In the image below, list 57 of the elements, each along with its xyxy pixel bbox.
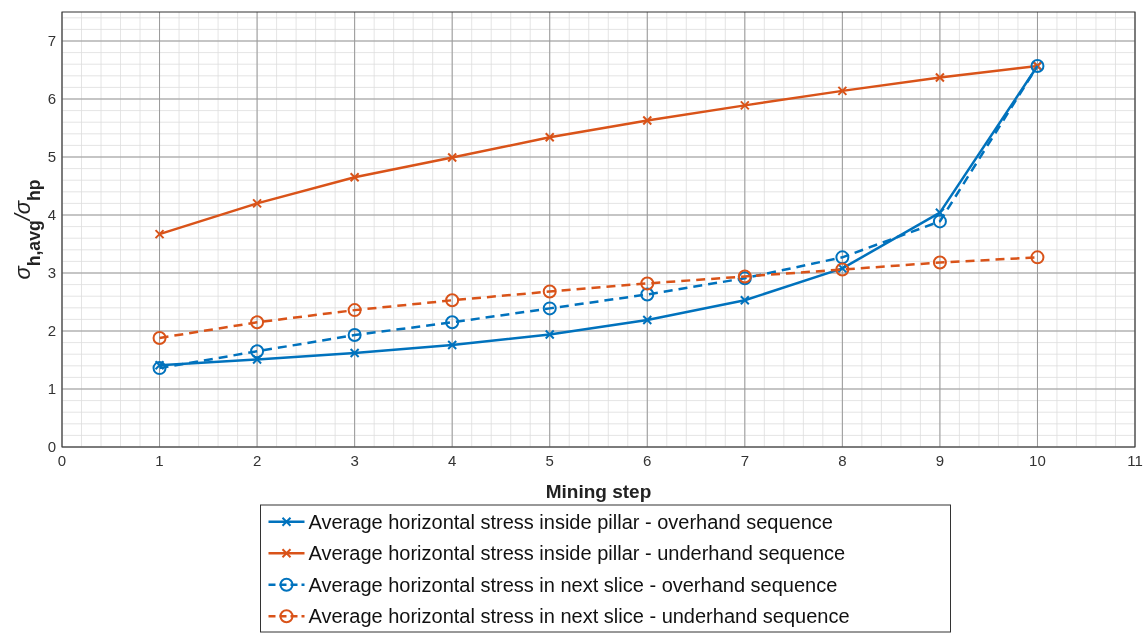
point xyxy=(837,85,848,96)
point xyxy=(642,115,653,126)
x-tick-label: 10 xyxy=(1029,452,1046,469)
y-tick-label: 4 xyxy=(47,206,56,223)
point xyxy=(349,348,360,359)
y-tick-label: 6 xyxy=(47,90,56,107)
x-tick-label: 5 xyxy=(545,452,554,469)
point xyxy=(152,330,167,345)
point xyxy=(447,152,458,163)
point xyxy=(640,276,655,291)
y-tick-label: 7 xyxy=(47,32,56,49)
x-tick-label: 8 xyxy=(838,452,847,469)
point xyxy=(739,295,750,306)
point xyxy=(252,198,263,209)
point xyxy=(640,287,655,302)
point xyxy=(642,314,653,325)
y-tick-label: 2 xyxy=(47,322,56,339)
x-tick-label: 6 xyxy=(643,452,652,469)
y-tick-label: 1 xyxy=(47,380,56,397)
x-tick-label: 9 xyxy=(935,452,945,469)
point xyxy=(932,214,947,229)
legend-label: Average horizontal stress in next slice - underhand sequence xyxy=(308,605,850,628)
point xyxy=(152,361,167,376)
x-axis-title: Mining step xyxy=(545,481,652,502)
legend-label: Average horizontal stress in next slice - overhand sequence xyxy=(308,573,838,596)
x-tick-label: 1 xyxy=(155,452,164,469)
x-tick-label: 3 xyxy=(350,452,359,469)
point xyxy=(544,329,555,340)
legend-label: Average horizontal stress inside pillar - underhand sequence xyxy=(308,542,846,565)
y-tick-label: 5 xyxy=(47,148,56,165)
point xyxy=(250,315,265,330)
point xyxy=(934,72,945,83)
x-tick-label: 7 xyxy=(740,452,749,469)
point xyxy=(349,172,360,183)
point xyxy=(154,229,165,240)
x-tick-label: 4 xyxy=(448,452,457,469)
y-tick-label: 0 xyxy=(47,438,56,455)
point xyxy=(1030,250,1045,265)
point xyxy=(250,344,265,359)
legend-label: Average horizontal stress inside pillar - overhand sequence xyxy=(308,510,833,533)
point xyxy=(347,303,362,318)
point xyxy=(447,339,458,350)
point xyxy=(544,132,555,143)
point xyxy=(739,100,750,111)
x-tick-label: 2 xyxy=(252,452,262,469)
point xyxy=(445,315,460,330)
y-tick-label: 3 xyxy=(47,264,56,281)
point xyxy=(932,255,947,270)
point xyxy=(835,250,850,265)
point xyxy=(154,360,165,371)
point xyxy=(934,207,945,218)
point xyxy=(542,284,557,299)
x-tick-label: 11 xyxy=(1127,452,1143,469)
point xyxy=(542,301,557,316)
point xyxy=(347,328,362,343)
point xyxy=(252,354,263,365)
point xyxy=(445,293,460,308)
